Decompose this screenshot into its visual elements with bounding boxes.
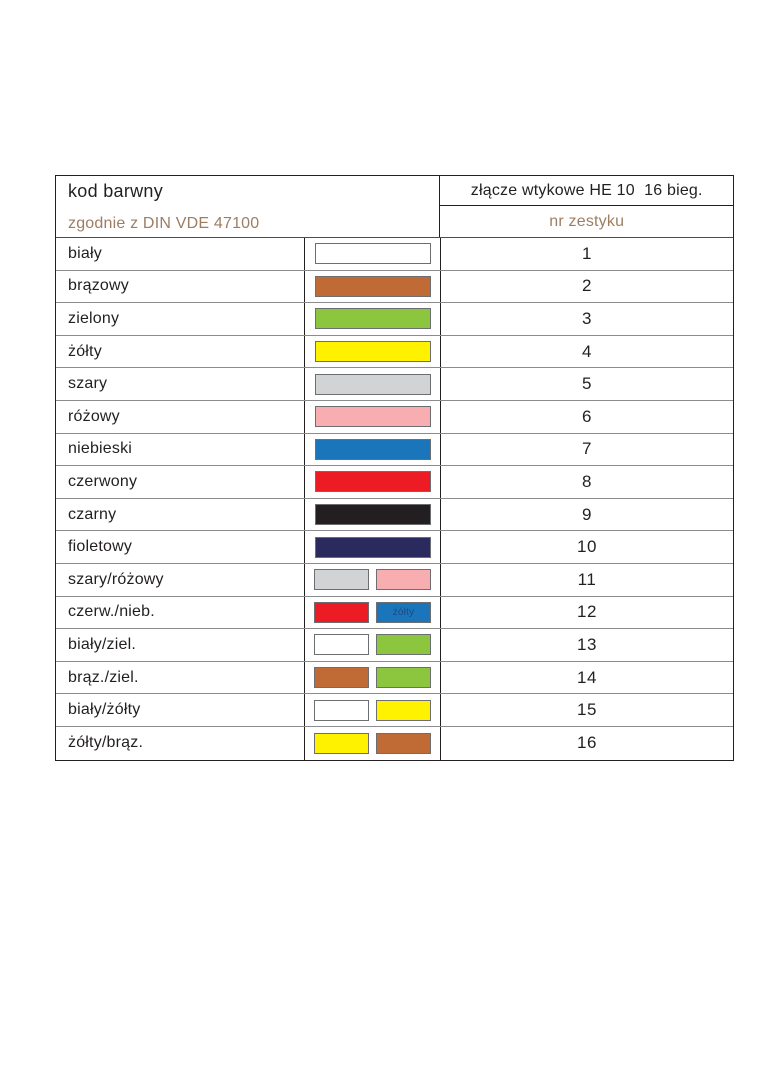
- contact-number-value: 15: [577, 700, 597, 720]
- color-name-label: żółty/brąz.: [56, 726, 305, 760]
- blue-swatch: [314, 438, 431, 460]
- swatch-cell: [305, 270, 441, 303]
- color-name-label: różowy: [56, 400, 305, 433]
- color-name-label: szary/różowy: [56, 563, 305, 596]
- black-swatch: [314, 504, 431, 526]
- table-title: kod barwny: [68, 181, 164, 201]
- contact-number-value: 14: [577, 667, 597, 687]
- table-row: czerw./nieb. żółty 12: [56, 596, 733, 630]
- swatch-cell: [305, 563, 441, 596]
- color-name-label: biały: [56, 238, 305, 270]
- swatch-cell: [305, 335, 441, 368]
- contact-number-value: 2: [582, 276, 592, 296]
- table-row: brązowy 2: [56, 270, 733, 304]
- table-row: szary/różowy 11: [56, 563, 733, 597]
- table-row: biały/żółty 15: [56, 694, 733, 727]
- violet-swatch: [314, 536, 431, 558]
- color-name-label: niebieski: [56, 433, 305, 466]
- white-swatch: [314, 699, 369, 721]
- color-name-label: zielony: [56, 303, 305, 335]
- swatch-cell: [305, 694, 441, 726]
- grey-swatch: [314, 373, 431, 395]
- yellow-swatch: [314, 341, 431, 363]
- swatch-cell: [305, 433, 441, 466]
- table-body: biały 1 brązowy 2 zielony 3 żółty 4 szar…: [56, 238, 733, 760]
- brown-swatch: [314, 667, 369, 689]
- swatch-cell: [305, 661, 441, 694]
- contact-number-value: 5: [582, 374, 592, 394]
- color-name-label: biały/żółty: [56, 694, 305, 726]
- contact-number-value: 13: [577, 634, 597, 654]
- table-row: różowy 6: [56, 400, 733, 434]
- pink-swatch: [376, 569, 431, 591]
- table-row: biały/ziel. 13: [56, 629, 733, 662]
- yellow-swatch: [314, 732, 369, 754]
- table-row: czarny 9: [56, 498, 733, 532]
- color-name-label: szary: [56, 368, 305, 400]
- color-name-label: fioletowy: [56, 531, 305, 563]
- swatch-cell: [305, 238, 441, 270]
- header-right-cell: złącze wtykowe HE 10 16 bieg. nr zestyku: [440, 176, 733, 237]
- swatch-cell: [305, 629, 441, 661]
- red-swatch: [314, 471, 431, 493]
- color-name-label: biały/ziel.: [56, 629, 305, 661]
- brown-swatch: [376, 732, 431, 754]
- swatch-cell: [305, 303, 441, 335]
- connector-title: złącze wtykowe HE 10 16 bieg.: [440, 176, 733, 206]
- swatch-cell: [305, 400, 441, 433]
- swatch-cell: [305, 531, 441, 563]
- color-name-label: brązowy: [56, 270, 305, 303]
- table-row: żółty 4: [56, 335, 733, 369]
- yellow-swatch: [376, 699, 431, 721]
- header-left-cell: kod barwny zgodnie z DIN VDE 47100: [56, 176, 441, 237]
- color-name-label: czerw./nieb.: [56, 596, 305, 629]
- swatch-overlay-text: żółty: [392, 606, 415, 618]
- swatch-cell: [305, 498, 441, 531]
- grey-swatch: [314, 569, 369, 591]
- contact-number-value: 4: [582, 341, 592, 361]
- contact-number-value: 3: [582, 308, 592, 328]
- contact-number-title: nr zestyku: [549, 212, 625, 230]
- swatch-cell: żółty: [305, 596, 441, 629]
- table-row: szary 5: [56, 368, 733, 401]
- contact-number-value: 1: [582, 243, 592, 263]
- brown-swatch: [314, 275, 431, 297]
- color-name-label: żółty: [56, 335, 305, 368]
- table-row: czerwony 8: [56, 466, 733, 499]
- swatch-cell: [305, 368, 441, 400]
- table-row: zielony 3: [56, 303, 733, 336]
- blue-swatch: żółty: [376, 601, 431, 623]
- pink-swatch: [314, 406, 431, 428]
- table-row: fioletowy 10: [56, 531, 733, 564]
- table-row: żółty/brąz. 16: [56, 726, 733, 760]
- red-swatch: [314, 601, 369, 623]
- swatch-cell: [305, 726, 441, 760]
- table-subtitle: zgodnie z DIN VDE 47100: [68, 215, 260, 232]
- contact-number-value: 11: [577, 569, 597, 589]
- contact-number-value: 8: [582, 471, 592, 491]
- contact-number-value: 16: [577, 733, 597, 753]
- white-swatch: [314, 243, 431, 265]
- white-swatch: [314, 634, 369, 656]
- color-name-label: czerwony: [56, 466, 305, 498]
- table-row: niebieski 7: [56, 433, 733, 467]
- green-swatch: [314, 308, 431, 330]
- contact-number-value: 10: [577, 537, 597, 557]
- table-header: kod barwny zgodnie z DIN VDE 47100 złącz…: [56, 176, 733, 238]
- color-name-label: czarny: [56, 498, 305, 531]
- table-row: brąz./ziel. 14: [56, 661, 733, 695]
- contact-number-value: 7: [582, 439, 592, 459]
- green-swatch: [376, 667, 431, 689]
- green-swatch: [376, 634, 431, 656]
- contact-number-value: 12: [577, 602, 597, 622]
- contact-number-value: 9: [582, 504, 592, 524]
- contact-number-value: 6: [582, 406, 592, 426]
- table-row: biały 1: [56, 238, 733, 271]
- color-name-label: brąz./ziel.: [56, 661, 305, 694]
- swatch-cell: [305, 466, 441, 498]
- color-code-table: kod barwny zgodnie z DIN VDE 47100 złącz…: [55, 175, 734, 761]
